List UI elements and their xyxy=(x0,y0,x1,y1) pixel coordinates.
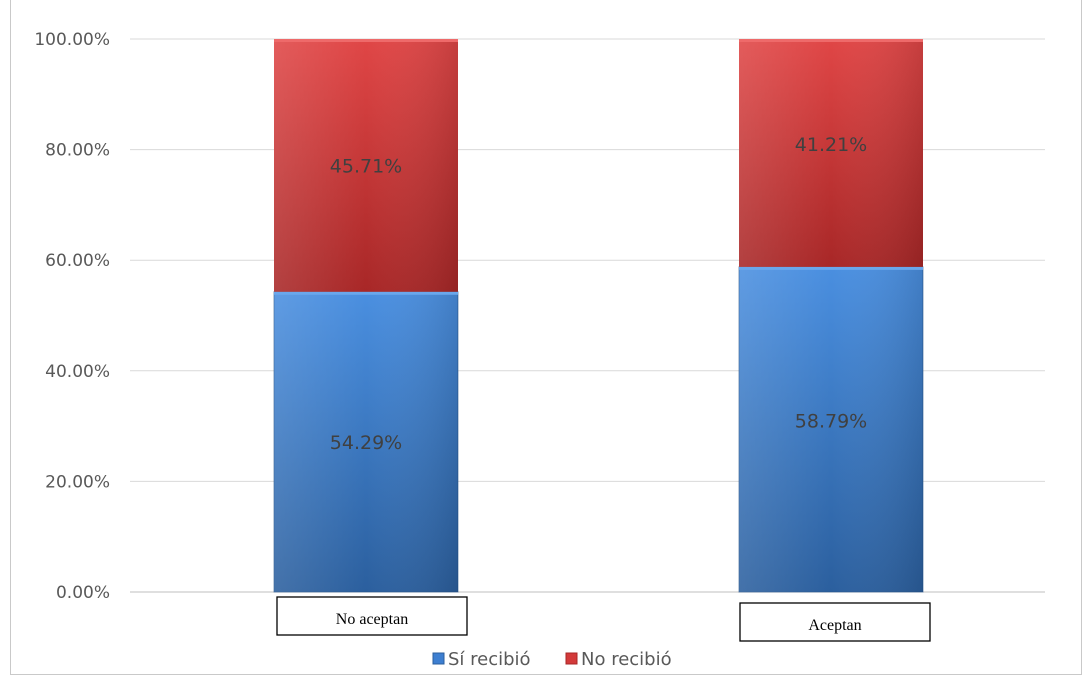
y-axis: 0.00% 20.00% 40.00% 60.00% 80.00% 100.00% xyxy=(34,30,110,603)
bar-shading xyxy=(739,266,923,592)
x-axis: No aceptan Aceptan xyxy=(276,596,931,642)
bar-top-highlight xyxy=(739,266,923,270)
y-tick-label: 80.00% xyxy=(45,141,110,161)
data-label: 58.79% xyxy=(795,410,867,432)
category-label-box xyxy=(739,602,931,642)
chart-frame xyxy=(10,0,1082,675)
y-tick-label: 20.00% xyxy=(45,472,110,492)
bar-shading xyxy=(739,39,923,267)
bars: 54.29% 45.71% 58.79% 41.21% xyxy=(273,39,924,593)
bar-top-highlight xyxy=(274,291,458,295)
x-tick-label: No aceptan xyxy=(336,611,408,628)
y-tick-label: 60.00% xyxy=(45,251,110,271)
bar-top-highlight xyxy=(739,39,923,42)
data-label: 45.71% xyxy=(330,155,402,177)
data-label: 54.29% xyxy=(330,432,402,454)
y-tick-label: 100.00% xyxy=(34,30,110,50)
y-tick-label: 0.00% xyxy=(56,583,110,603)
y-tick-label: 40.00% xyxy=(45,362,110,382)
category-label-box xyxy=(276,596,468,636)
legend-swatch xyxy=(432,652,445,665)
legend: Sí recibió No recibió xyxy=(432,649,672,670)
bar-shading xyxy=(274,39,458,292)
legend-label: Sí recibió xyxy=(448,649,531,670)
bar-top-highlight xyxy=(274,39,458,42)
legend-swatch xyxy=(565,652,578,665)
x-tick-label: Aceptan xyxy=(808,617,861,634)
bar-shading xyxy=(274,291,458,592)
legend-label: No recibió xyxy=(581,649,672,670)
data-label: 41.21% xyxy=(795,134,867,156)
